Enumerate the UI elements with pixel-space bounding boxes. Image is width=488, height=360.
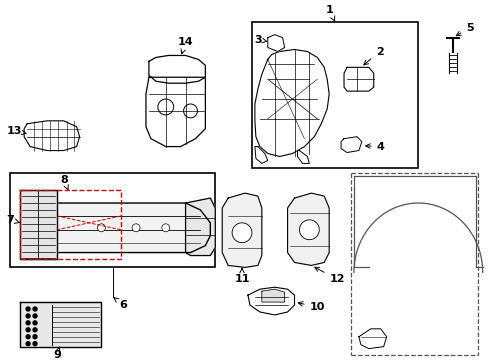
Text: 4: 4	[365, 141, 384, 152]
Polygon shape	[185, 198, 215, 256]
Text: 5: 5	[455, 23, 473, 36]
Polygon shape	[57, 193, 210, 253]
Circle shape	[33, 335, 37, 339]
Text: 3: 3	[254, 35, 267, 45]
Polygon shape	[297, 150, 309, 163]
Circle shape	[132, 224, 140, 232]
Circle shape	[26, 307, 30, 311]
Circle shape	[232, 223, 251, 243]
Text: 6: 6	[114, 298, 127, 310]
Polygon shape	[24, 121, 80, 150]
Polygon shape	[254, 147, 267, 163]
Circle shape	[33, 342, 37, 346]
Circle shape	[97, 224, 105, 232]
Circle shape	[299, 220, 319, 240]
Polygon shape	[340, 137, 361, 153]
Circle shape	[33, 328, 37, 332]
Polygon shape	[149, 55, 205, 83]
Polygon shape	[254, 50, 328, 157]
Text: 10: 10	[298, 302, 325, 312]
Polygon shape	[261, 289, 284, 302]
Circle shape	[158, 99, 173, 115]
Polygon shape	[145, 77, 205, 147]
Circle shape	[33, 314, 37, 318]
Circle shape	[183, 104, 197, 118]
Text: 9: 9	[53, 347, 61, 360]
Bar	[251, 22, 417, 168]
Text: 11: 11	[234, 268, 249, 284]
Text: 7: 7	[6, 215, 20, 225]
Polygon shape	[287, 193, 328, 265]
Polygon shape	[267, 35, 284, 51]
Polygon shape	[20, 190, 57, 260]
Bar	[10, 173, 215, 267]
Circle shape	[26, 314, 30, 318]
Circle shape	[33, 321, 37, 325]
Polygon shape	[20, 302, 101, 347]
Text: 2: 2	[363, 46, 383, 65]
Circle shape	[26, 321, 30, 325]
Polygon shape	[358, 329, 386, 348]
Polygon shape	[344, 67, 373, 91]
Text: 13: 13	[6, 126, 26, 136]
Text: 1: 1	[325, 5, 334, 21]
Text: 8: 8	[60, 175, 68, 190]
Circle shape	[26, 335, 30, 339]
Text: 12: 12	[314, 267, 344, 284]
Text: 14: 14	[178, 37, 193, 54]
Circle shape	[26, 342, 30, 346]
Polygon shape	[222, 193, 261, 267]
Circle shape	[33, 307, 37, 311]
Polygon shape	[247, 287, 294, 315]
Circle shape	[162, 224, 169, 232]
Circle shape	[26, 328, 30, 332]
